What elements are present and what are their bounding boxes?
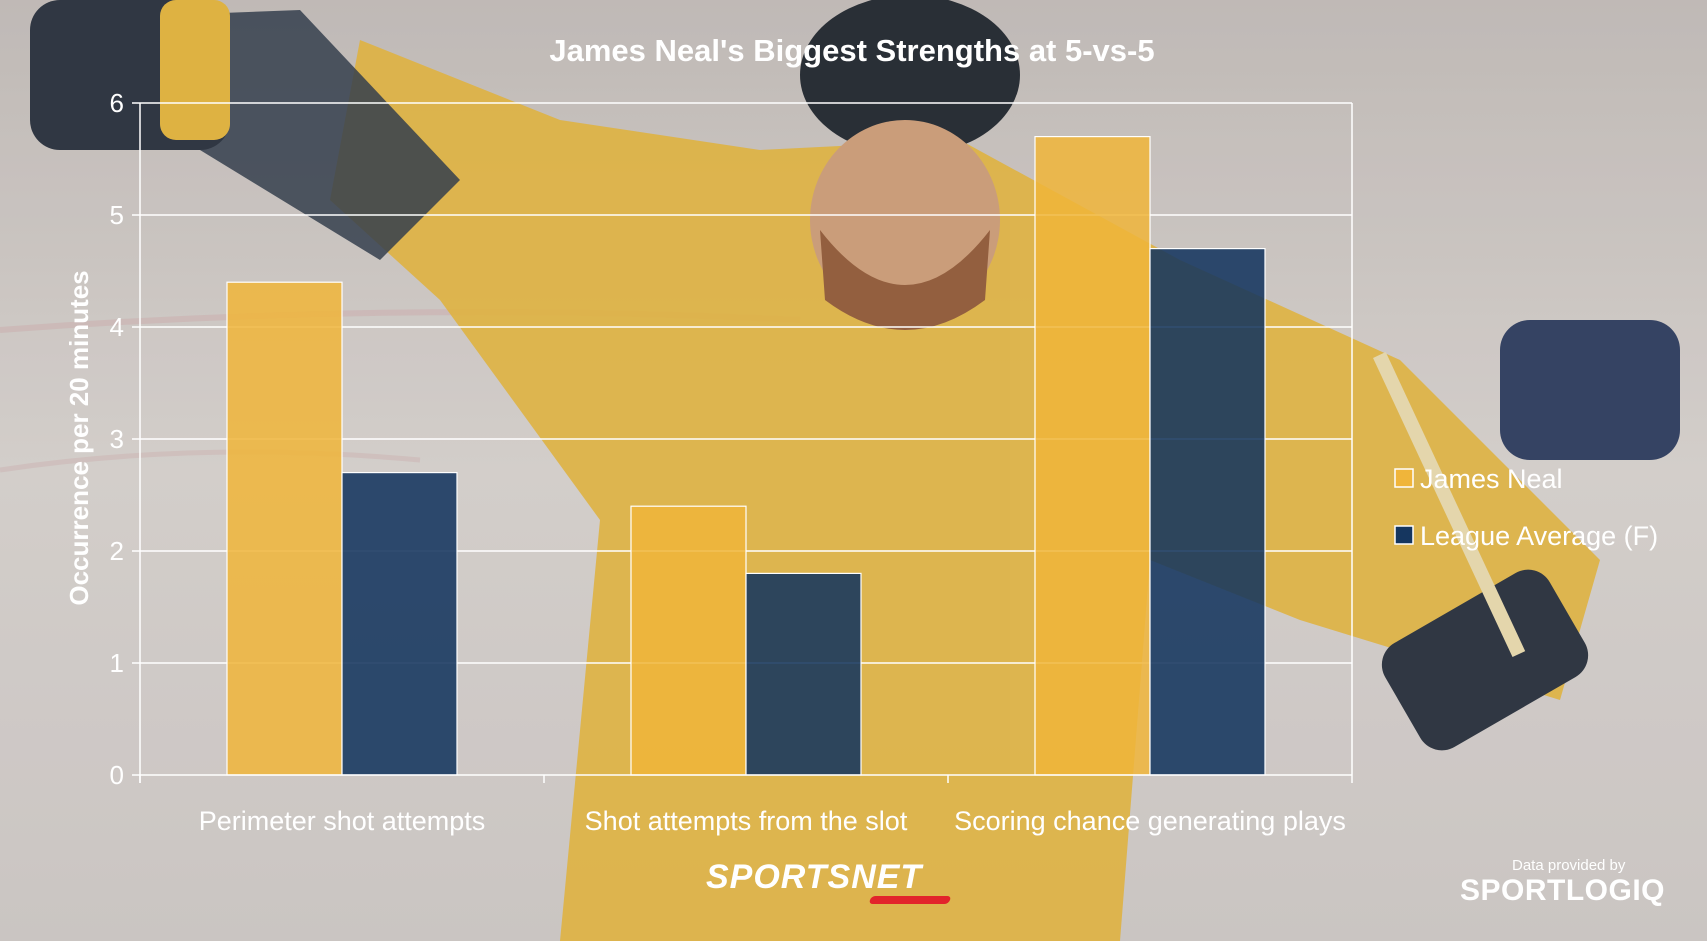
y-tick-label: 0 [110, 760, 124, 790]
y-axis-label: Occurrence per 20 minutes [64, 270, 94, 605]
x-tick-label: Perimeter shot attempts [199, 806, 486, 836]
player-glove-right [1381, 569, 1589, 751]
x-axis-ticks: Perimeter shot attempts Shot attempts fro… [199, 806, 1346, 836]
legend-label-league-average: League Average (F) [1420, 521, 1658, 551]
bars [226, 136, 1266, 776]
sportlogiq-logo: SPORTLOGIQ [1460, 874, 1666, 907]
y-tick-label: 1 [110, 648, 124, 678]
hockey-stick [1373, 352, 1526, 658]
bar-league-average [745, 572, 862, 776]
legend: James Neal League Average (F) [1394, 464, 1658, 551]
player-glove-left-cuff [160, 0, 230, 140]
player-beard [820, 230, 990, 330]
legend-label-james-neal: James Neal [1420, 464, 1563, 494]
ice-red-line-2 [0, 449, 421, 473]
x-axis [139, 774, 1353, 783]
y-tick-label: 5 [110, 200, 124, 230]
legend-swatch-league-average [1394, 525, 1414, 545]
bar-league-average [1149, 248, 1266, 776]
legend-swatch-james-neal [1394, 468, 1414, 488]
sportsnet-logo: SPORTSNET [706, 858, 923, 896]
y-tick-label: 3 [110, 424, 124, 454]
y-tick-label: 2 [110, 536, 124, 566]
player-helmet [800, 0, 1020, 155]
x-tick-label: Shot attempts from the slot [585, 806, 908, 836]
chart-title: James Neal's Biggest Strengths at 5-vs-5 [549, 33, 1154, 68]
sportsnet-swoosh-icon [868, 896, 952, 904]
data-credit-text: Data provided by [1512, 857, 1626, 874]
bar-james-neal [1034, 136, 1151, 776]
y-tick-label: 6 [110, 88, 124, 118]
x-tick-label: Scoring chance generating plays [954, 806, 1346, 836]
y-tick-label: 4 [110, 312, 124, 342]
y-axis-ticks: 0 1 2 3 4 5 6 [110, 88, 124, 790]
bar-league-average [341, 472, 458, 776]
opponent-glove [1500, 320, 1680, 460]
bar-james-neal [630, 505, 747, 776]
bar-james-neal [226, 281, 343, 776]
